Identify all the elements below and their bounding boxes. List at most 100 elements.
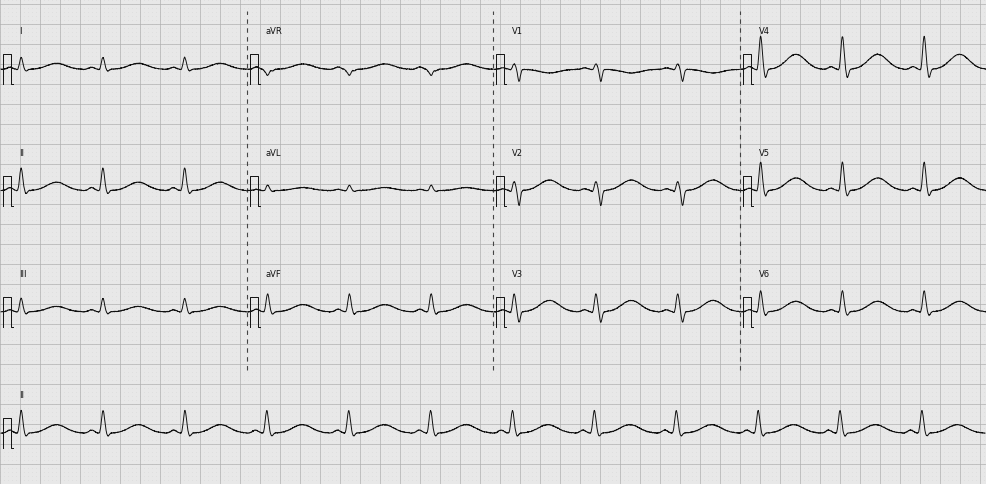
Point <box>536 221 552 228</box>
Point <box>593 244 608 252</box>
Point <box>748 197 764 204</box>
Point <box>40 85 56 93</box>
Point <box>828 428 844 436</box>
Point <box>660 61 675 69</box>
Point <box>448 221 463 228</box>
Point <box>252 73 268 81</box>
Point <box>896 368 912 376</box>
Point <box>892 65 908 73</box>
Point <box>280 361 296 368</box>
Point <box>788 217 804 225</box>
Point <box>173 436 188 444</box>
Point <box>800 197 815 204</box>
Point <box>868 464 883 472</box>
Point <box>868 21 883 29</box>
Point <box>317 380 332 388</box>
Point <box>588 33 603 41</box>
Point <box>120 205 136 212</box>
Point <box>672 97 688 105</box>
Point <box>968 137 984 145</box>
Point <box>616 257 632 264</box>
Point <box>532 153 548 161</box>
Point <box>236 65 251 73</box>
Point <box>420 205 436 212</box>
Point <box>532 201 548 209</box>
Point <box>660 285 675 292</box>
Point <box>356 133 372 140</box>
Point <box>12 424 28 432</box>
Point <box>64 0 80 1</box>
Point <box>232 333 247 340</box>
Point <box>768 377 784 384</box>
Point <box>492 113 508 121</box>
Point <box>908 480 924 484</box>
Point <box>908 221 924 228</box>
Point <box>20 9 35 17</box>
Point <box>404 448 420 456</box>
Point <box>412 197 428 204</box>
Point <box>848 217 864 225</box>
Point <box>692 1 708 9</box>
Point <box>816 364 832 372</box>
Point <box>372 45 387 53</box>
Point <box>440 29 456 37</box>
Point <box>512 21 528 29</box>
Point <box>525 420 540 428</box>
Point <box>896 5 912 13</box>
Point <box>877 480 892 484</box>
Point <box>945 269 960 276</box>
Point <box>616 388 632 396</box>
Point <box>620 356 636 364</box>
Point <box>584 272 599 280</box>
Point <box>148 85 164 93</box>
Point <box>737 9 752 17</box>
Point <box>932 480 948 484</box>
Point <box>344 468 360 476</box>
Point <box>176 185 192 193</box>
Point <box>120 476 136 484</box>
Point <box>512 13 528 21</box>
Point <box>252 384 268 392</box>
Point <box>868 364 883 372</box>
Point <box>216 189 232 197</box>
Point <box>400 149 416 156</box>
Point <box>188 432 204 440</box>
Point <box>248 476 264 484</box>
Point <box>272 1 288 9</box>
Point <box>600 249 616 257</box>
Point <box>376 424 391 432</box>
Point <box>336 225 352 232</box>
Point <box>864 0 880 1</box>
Point <box>624 181 640 188</box>
Point <box>564 404 580 412</box>
Point <box>80 189 96 197</box>
Point <box>796 313 811 320</box>
Point <box>584 25 599 33</box>
Point <box>320 17 336 25</box>
Point <box>584 97 599 105</box>
Point <box>728 317 743 324</box>
Point <box>848 444 864 452</box>
Point <box>976 129 986 136</box>
Point <box>809 356 824 364</box>
Point <box>24 272 39 280</box>
Point <box>440 113 456 121</box>
Point <box>912 265 928 272</box>
Point <box>892 472 908 480</box>
Point <box>132 448 148 456</box>
Point <box>824 393 840 400</box>
Point <box>552 181 568 188</box>
Point <box>276 69 292 77</box>
Point <box>737 432 752 440</box>
Point <box>932 472 948 480</box>
Point <box>900 137 916 145</box>
Point <box>692 452 708 460</box>
Point <box>164 153 179 161</box>
Point <box>404 45 420 53</box>
Point <box>940 456 955 464</box>
Point <box>412 301 428 308</box>
Point <box>700 237 716 244</box>
Point <box>156 320 172 328</box>
Point <box>453 404 468 412</box>
Point <box>920 285 936 292</box>
